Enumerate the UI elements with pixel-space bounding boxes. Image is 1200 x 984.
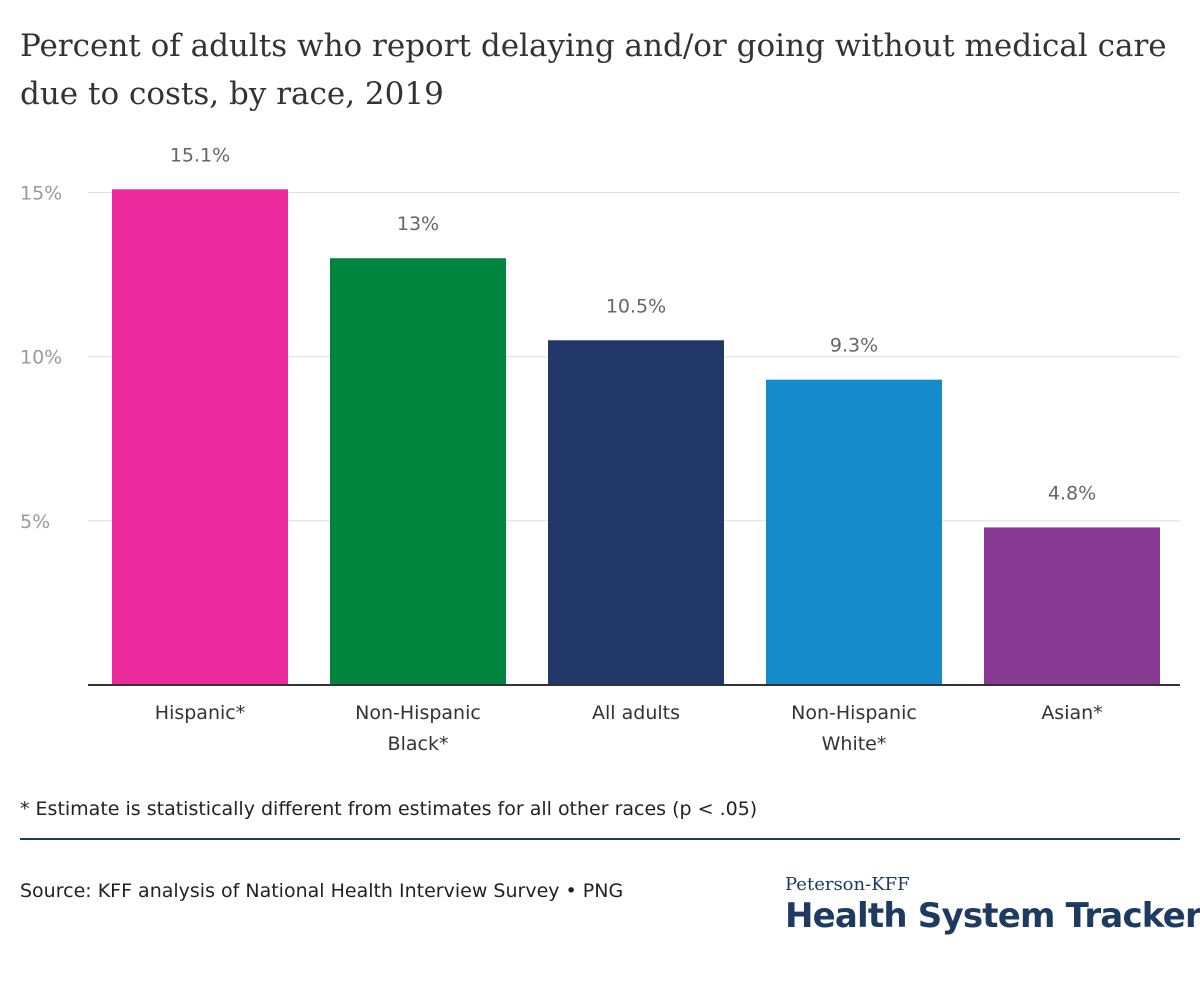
footer-divider — [20, 838, 1180, 840]
bar-non-hispanic-black — [330, 258, 506, 685]
y-tick-label: 15% — [20, 183, 62, 205]
data-label: 15.1% — [170, 144, 230, 166]
x-axis-categories: Hispanic* Non-Hispanic Black* All adults Non… — [155, 702, 1103, 755]
category-label: Black* — [388, 733, 449, 755]
category-label: White* — [822, 733, 887, 755]
data-labels: 15.1% 13% 10.5% 9.3% 4.8% — [170, 144, 1096, 504]
bar-non-hispanic-white — [766, 379, 942, 685]
source-note: Source: KFF analysis of National Health … — [20, 880, 624, 902]
bar-hispanic — [112, 189, 288, 685]
bar-asian — [984, 527, 1160, 685]
bar-all-adults — [548, 340, 724, 685]
brand-health-system-tracker: Health System Tracker — [785, 896, 1200, 936]
category-label: Non-Hispanic — [355, 702, 481, 724]
y-tick-label: 5% — [20, 511, 50, 533]
category-label: All adults — [592, 702, 680, 724]
data-label: 9.3% — [830, 335, 878, 357]
brand-peterson-kff: Peterson-KFF — [785, 874, 910, 895]
footnote: * Estimate is statistically different fr… — [20, 798, 758, 820]
y-axis-ticks: 5% 10% 15% — [20, 183, 62, 533]
category-label: Asian* — [1041, 702, 1102, 724]
chart-title: Percent of adults who report delaying an… — [20, 28, 1167, 112]
data-label: 10.5% — [606, 295, 666, 317]
data-label: 4.8% — [1048, 482, 1096, 504]
y-tick-label: 10% — [20, 347, 62, 369]
category-label: Hispanic* — [155, 702, 245, 724]
category-label: Non-Hispanic — [791, 702, 917, 724]
bar-chart: 5% 10% 15% 15.1% 13% 10.5% 9.3% 4.8% Hispanic*… — [20, 144, 1180, 755]
bars — [112, 189, 1160, 685]
data-label: 13% — [397, 213, 439, 235]
